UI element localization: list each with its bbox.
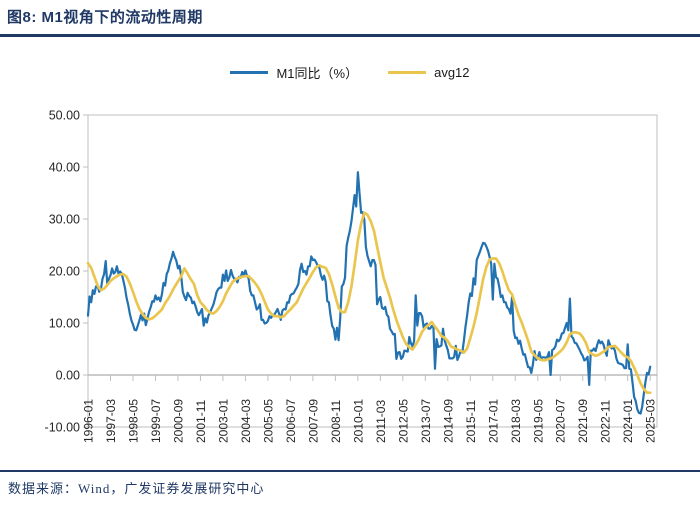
x-axis-tick-label: 2019-05 <box>531 399 545 443</box>
x-axis-tick-label: 2020-07 <box>554 399 568 443</box>
title-divider <box>0 34 700 37</box>
x-axis-tick-label: 2024-01 <box>621 399 635 443</box>
x-axis-tick-label: 2003-01 <box>216 399 230 443</box>
x-axis-tick-label: 2021-09 <box>576 399 590 443</box>
x-axis-tick-label: 2014-09 <box>441 399 455 443</box>
x-axis-tick-label: 1997-03 <box>104 399 118 443</box>
avg12-series-line <box>86 211 652 395</box>
x-axis-tick-label: 1996-01 <box>82 399 96 443</box>
y-axis-tick-label: 30.00 <box>49 213 80 227</box>
legend-item-m1: M1同比（%） <box>230 63 358 82</box>
figure-title: 图8: M1视角下的流动性周期 <box>7 9 203 26</box>
m1-series-line <box>86 171 652 415</box>
x-axis-tick-label: 2001-11 <box>194 400 208 443</box>
avg12-line-swatch <box>388 71 427 74</box>
x-axis-tick-label: 2008-11 <box>329 400 343 443</box>
y-axis-tick-label: 50.00 <box>49 109 80 123</box>
m1-legend-label: M1同比（%） <box>276 66 359 81</box>
plot-border <box>87 114 658 428</box>
y-axis-tick-label: 40.00 <box>49 161 80 175</box>
x-axis-tick-label: 1998-05 <box>126 399 140 443</box>
y-axis-tick-label: -10.00 <box>45 421 80 435</box>
x-axis-tick-label: 2010-01 <box>351 399 365 443</box>
y-axis-tick-label: 20.00 <box>49 265 80 279</box>
legend-item-avg12: avg12 <box>388 65 470 80</box>
x-axis-tick-label: 2006-07 <box>284 399 298 443</box>
x-axis-tick-label: 2004-03 <box>239 399 253 443</box>
x-axis-tick-label: 2005-05 <box>261 399 275 443</box>
data-source-note: 数据来源：Wind，广发证券发展研究中心 <box>8 481 265 496</box>
x-axis-tick-label: 2012-05 <box>396 399 410 443</box>
x-axis-tick-label: 2013-07 <box>419 399 433 443</box>
x-axis-tick-label: 2018-03 <box>509 399 523 443</box>
chart-legend: M1同比（%） avg12 <box>0 63 700 82</box>
x-axis-tick-label: 1999-07 <box>149 399 163 443</box>
x-axis-tick-label: 2015-11 <box>464 400 478 443</box>
footer-divider <box>0 470 700 472</box>
y-axis-tick-label: 0.00 <box>56 369 80 383</box>
avg12-legend-label: avg12 <box>434 65 470 80</box>
x-axis-tick-label: 2011-03 <box>374 400 388 443</box>
m1-line-swatch <box>230 71 269 74</box>
y-axis-tick-label: 10.00 <box>49 317 80 331</box>
x-axis-tick-label: 2022-11 <box>599 400 613 443</box>
x-axis-tick-label: 2000-09 <box>171 399 185 443</box>
x-axis-tick-label: 2007-09 <box>306 399 320 443</box>
x-axis-tick-label: 2025-03 <box>644 399 658 443</box>
x-axis-tick-label: 2017-01 <box>486 399 500 443</box>
